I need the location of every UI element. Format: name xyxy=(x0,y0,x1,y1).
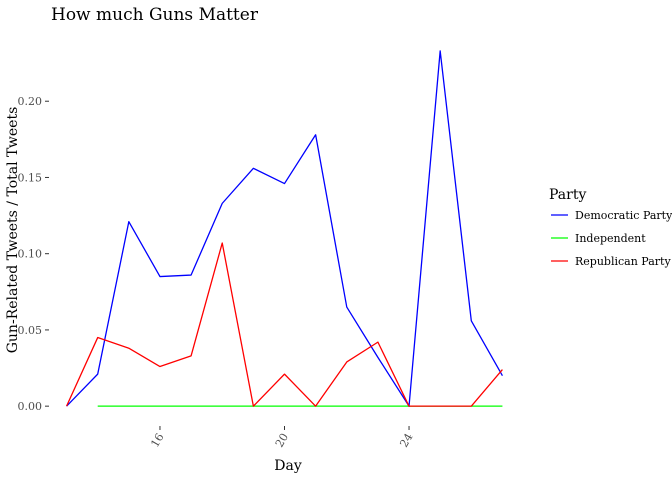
y-tick-label: 0.10 xyxy=(18,248,43,261)
series-line-democratic-party xyxy=(66,50,503,407)
y-tick-label: 0.05 xyxy=(18,324,43,337)
legend-label: Democratic Party xyxy=(575,209,672,222)
y-axis: 0.00 0.05 0.10 0.15 0.20 xyxy=(18,95,49,413)
legend-label: Independent xyxy=(575,232,646,245)
x-tick-label: 24 xyxy=(397,431,415,450)
y-tick-label: 0.00 xyxy=(18,400,43,413)
legend-title: Party xyxy=(549,187,586,203)
y-tick-label: 0.15 xyxy=(18,171,43,184)
x-axis: 16 20 24 xyxy=(148,426,416,450)
series-line-republican-party xyxy=(65,242,503,407)
y-axis-title: Gun-Related Tweets / Total Tweets xyxy=(5,107,21,354)
chart-title: How much Guns Matter xyxy=(51,5,259,25)
x-tick-label: 16 xyxy=(148,431,166,450)
x-axis-title: Day xyxy=(274,458,302,474)
legend-label: Republican Party xyxy=(575,255,671,268)
plot-area xyxy=(65,50,503,407)
x-tick-label: 20 xyxy=(273,431,291,450)
y-tick-label: 0.20 xyxy=(18,95,43,108)
legend: Party Democratic Party Independent Republi… xyxy=(549,187,672,268)
